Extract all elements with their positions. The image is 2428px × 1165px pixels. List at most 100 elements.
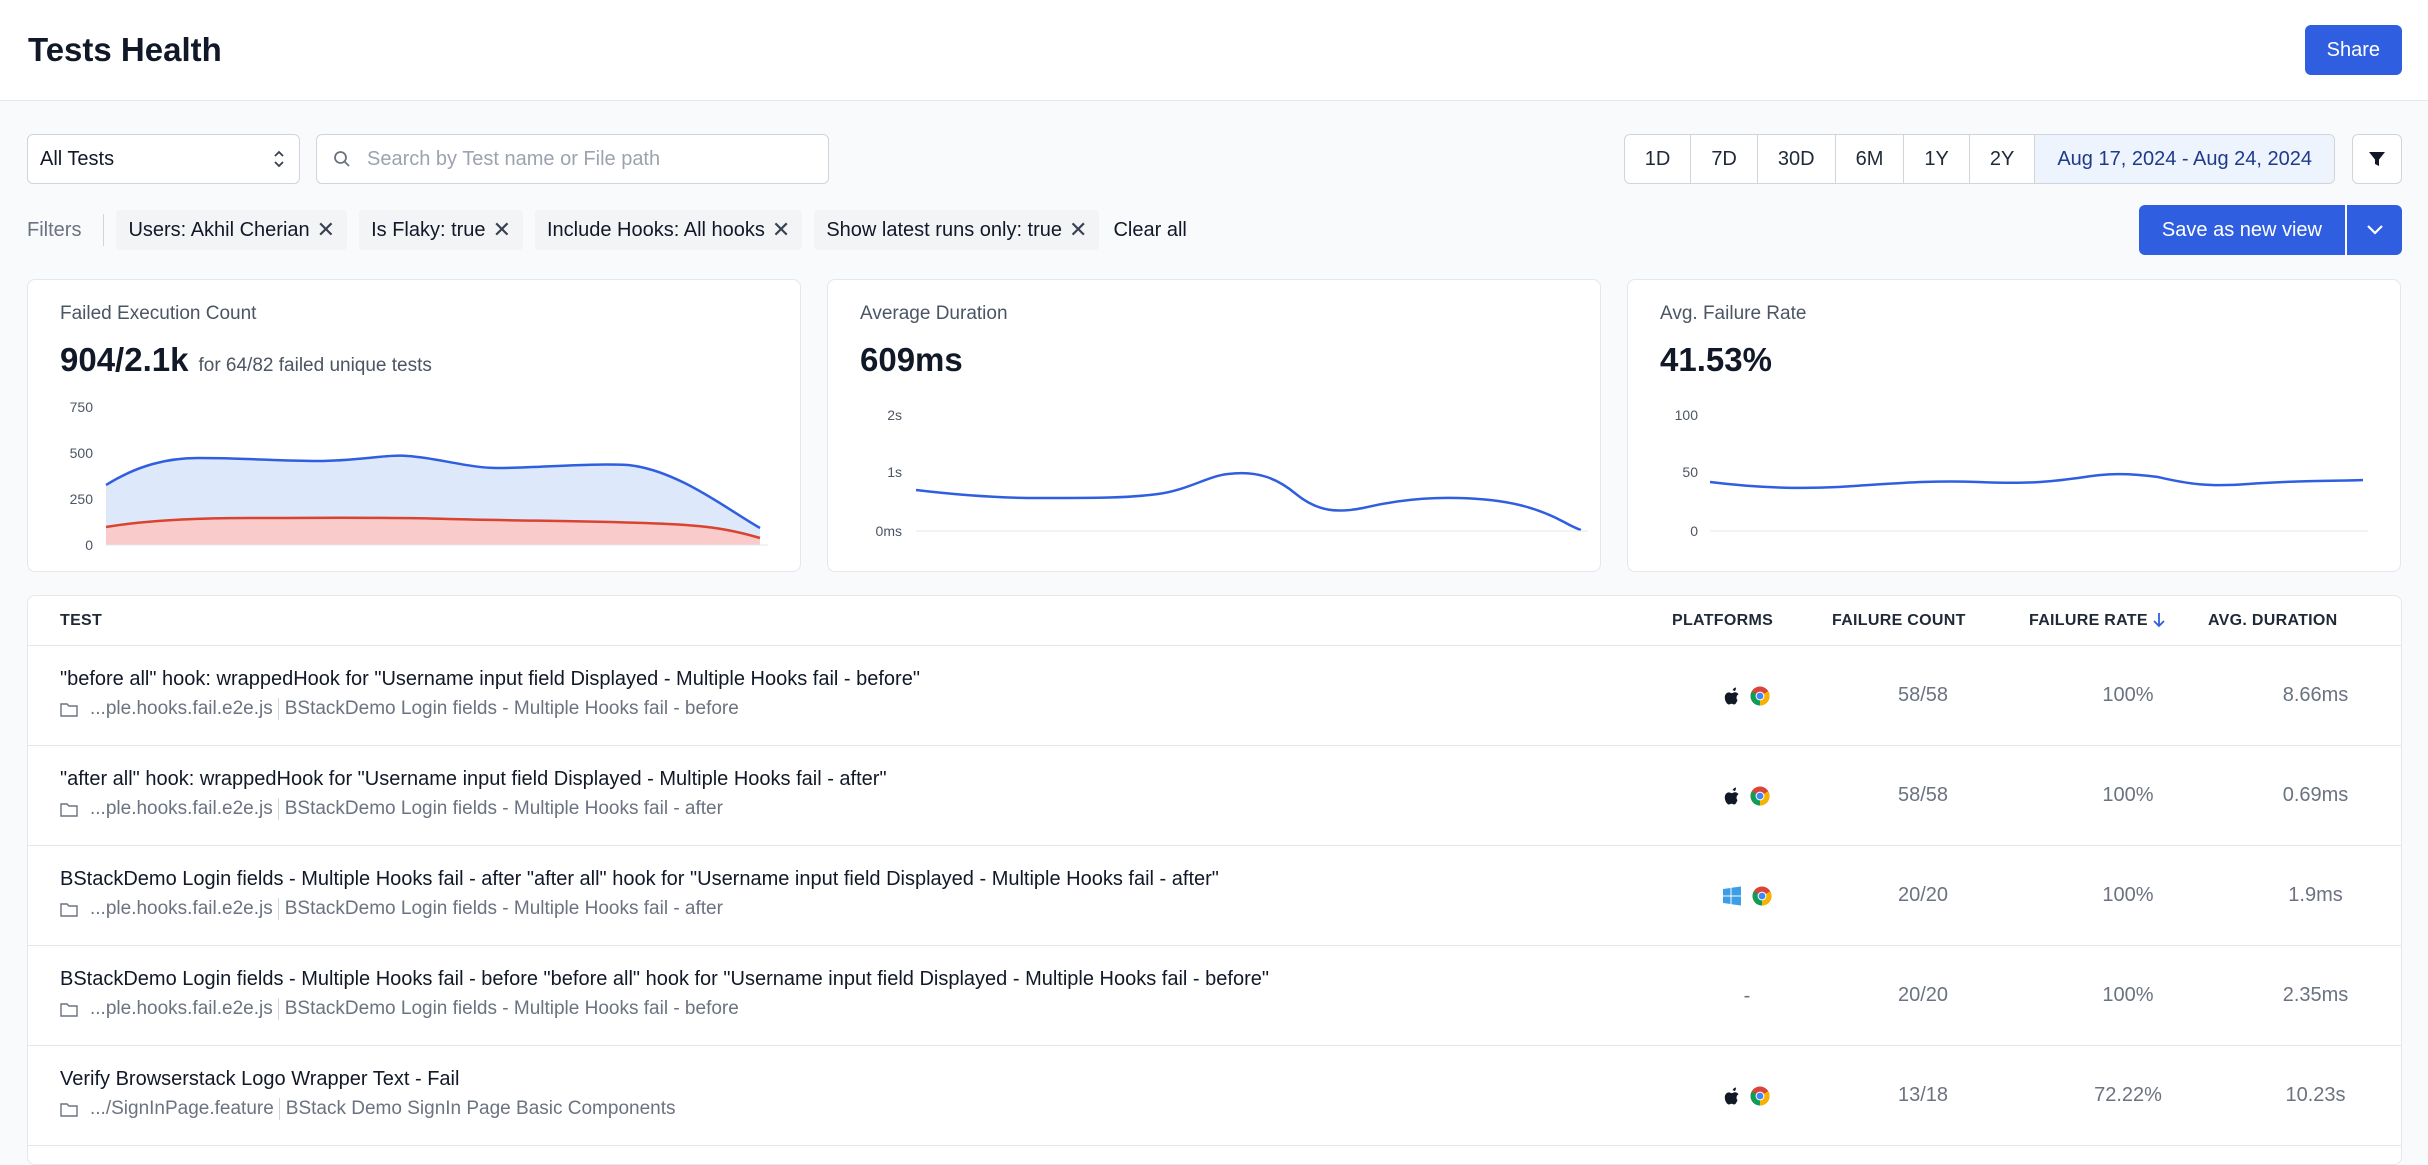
- close-icon[interactable]: ✕: [316, 217, 336, 242]
- test-name[interactable]: "before all" hook: wrappedHook for "User…: [60, 668, 920, 690]
- suite-name: BStackDemo Login fields - Multiple Hooks…: [284, 698, 739, 719]
- card-subtext: for 64/82 failed unique tests: [198, 355, 432, 376]
- executions-line: [105, 454, 761, 530]
- avg-duration: 1.9ms: [2288, 884, 2343, 906]
- y-tick: 50: [1682, 464, 1698, 480]
- table-row[interactable]: Verify Browserstack Logo Wrapper Text - …: [28, 1046, 2401, 1146]
- column-header-failure-rate[interactable]: FAILURE RATE: [2029, 612, 2148, 630]
- avg-duration: 8.66ms: [2282, 684, 2349, 706]
- folder-icon: [60, 1102, 78, 1117]
- column-header-platforms[interactable]: PLATFORMS: [1672, 612, 1774, 629]
- file-path: .../SignInPage.feature: [90, 1098, 274, 1119]
- range-30d-button[interactable]: 30D: [1758, 135, 1836, 183]
- y-tick: 2s: [887, 407, 902, 423]
- y-tick: 0: [85, 537, 93, 553]
- windows-icon: [1723, 886, 1741, 906]
- card-value: 41.53%: [1660, 341, 2368, 379]
- suite-name: BStackDemo Login fields - Multiple Hooks…: [284, 798, 723, 819]
- test-path: ...ple.hooks.fail.e2e.js BStackDemo Logi…: [60, 798, 723, 820]
- duration-line: [915, 471, 1582, 532]
- table-row[interactable]: "before all" hook: wrappedHook for "User…: [28, 646, 2401, 746]
- search-input[interactable]: [367, 147, 787, 171]
- failure-rate: 100%: [2102, 784, 2154, 806]
- column-header-failure-count[interactable]: FAILURE COUNT: [1832, 612, 1966, 629]
- failed-execution-card: 750 500 250 0 Failed Execution Count 904…: [27, 279, 801, 572]
- test-name[interactable]: BStackDemo Login fields - Multiple Hooks…: [60, 968, 1269, 990]
- time-range-group: 1D 7D 30D 6M 1Y 2Y Aug 17, 2024 - Aug 24…: [1623, 134, 2335, 184]
- table-row[interactable]: BStackDemo Login fields - Multiple Hooks…: [28, 946, 2401, 1046]
- failure-count: 20/20: [1897, 884, 1949, 906]
- average-duration-chart: 2s 1s 0ms: [876, 407, 1588, 539]
- y-tick: 0: [1690, 523, 1698, 539]
- average-duration-card: 2s 1s 0ms Average Duration 609ms: [827, 279, 1601, 572]
- file-path: ...ple.hooks.fail.e2e.js: [90, 698, 273, 719]
- test-path: ...ple.hooks.fail.e2e.js BStackDemo Logi…: [60, 998, 739, 1020]
- sort-desc-icon[interactable]: [2152, 611, 2166, 629]
- range-7d-button[interactable]: 7D: [1691, 135, 1758, 183]
- failure-count: 58/58: [1897, 784, 1949, 806]
- chrome-icon: [1750, 786, 1770, 806]
- save-view-group: Save as new view: [2138, 205, 2402, 255]
- test-name[interactable]: "after all" hook: wrappedHook for "Usern…: [60, 768, 887, 790]
- avg-duration: 10.23s: [2285, 1084, 2346, 1106]
- card-value: 609ms: [860, 341, 1568, 379]
- filters-bar: Filters Users: Akhil Cherian ✕ Is Flaky:…: [27, 204, 2402, 256]
- platforms-empty: -: [1743, 984, 1751, 1007]
- card-value: 904/2.1k for 64/82 failed unique tests: [60, 341, 768, 379]
- page-title: Tests Health: [28, 31, 222, 68]
- close-icon[interactable]: ✕: [492, 217, 511, 242]
- suite-name: BStackDemo Login fields - Multiple Hooks…: [284, 998, 739, 1019]
- folder-icon: [60, 702, 78, 717]
- range-6m-button[interactable]: 6M: [1836, 135, 1905, 183]
- range-1y-button[interactable]: 1Y: [1904, 135, 1970, 183]
- column-header-label: FAILURE RATE: [2029, 612, 2148, 629]
- save-view-dropdown-button[interactable]: [2347, 205, 2402, 255]
- filter-chip-users: Users: Akhil Cherian ✕: [116, 210, 348, 250]
- avg-duration: 2.35ms: [2282, 984, 2349, 1006]
- test-path: ...ple.hooks.fail.e2e.js BStackDemo Logi…: [60, 698, 739, 720]
- filter-chip-hooks: Include Hooks: All hooks ✕: [535, 210, 803, 250]
- save-as-new-view-button[interactable]: Save as new view: [2138, 205, 2345, 255]
- range-1d-button[interactable]: 1D: [1625, 135, 1692, 183]
- date-range-picker[interactable]: Aug 17, 2024 - Aug 24, 2024: [2035, 135, 2334, 183]
- card-metric: 41.53%: [1660, 341, 1772, 378]
- failure-rate: 72.22%: [2094, 1084, 2162, 1106]
- divider: [277, 898, 279, 920]
- close-icon[interactable]: ✕: [1069, 217, 1088, 242]
- range-2y-button[interactable]: 2Y: [1970, 135, 2036, 183]
- share-button[interactable]: Share: [2304, 25, 2402, 75]
- platforms-cell: [1693, 884, 1801, 908]
- filters-label: Filters: [27, 214, 105, 246]
- y-tick: 750: [70, 399, 94, 415]
- card-title: Avg. Failure Rate: [1660, 303, 1807, 324]
- filter-chip-label: Users: Akhil Cherian: [128, 218, 310, 241]
- y-tick: 100: [1675, 407, 1699, 423]
- card-metric: 904/2.1k: [60, 341, 189, 378]
- test-type-select[interactable]: All Tests: [27, 134, 300, 184]
- test-name[interactable]: Verify Browserstack Logo Wrapper Text - …: [60, 1068, 460, 1090]
- tests-table: TEST PLATFORMS FAILURE COUNT FAILURE RAT…: [27, 595, 2402, 1165]
- page-header: Tests Health Share: [0, 0, 2428, 101]
- apple-icon: [1724, 1087, 1739, 1104]
- platforms-cell: -: [1693, 984, 1801, 1008]
- y-tick: 1s: [887, 464, 902, 480]
- failed-execution-chart: 750 500 250 0: [70, 399, 768, 553]
- filter-button[interactable]: [2352, 134, 2402, 184]
- divider: [277, 998, 279, 1020]
- test-path: ...ple.hooks.fail.e2e.js BStackDemo Logi…: [60, 898, 723, 920]
- card-metric: 609ms: [860, 341, 963, 378]
- failure-rate: 100%: [2102, 884, 2154, 906]
- failure-count: 13/18: [1897, 1084, 1949, 1106]
- table-row[interactable]: BStackDemo Login fields - Multiple Hooks…: [28, 846, 2401, 946]
- filter-chip-label: Is Flaky: true: [371, 218, 486, 241]
- test-name[interactable]: BStackDemo Login fields - Multiple Hooks…: [60, 868, 1219, 890]
- folder-icon: [60, 802, 78, 817]
- column-header-avg-duration[interactable]: AVG. DURATION: [2208, 612, 2338, 629]
- avg-duration: 0.69ms: [2282, 784, 2349, 806]
- failure-rate: 100%: [2102, 684, 2154, 706]
- clear-all-button[interactable]: Clear all: [1113, 218, 1187, 241]
- close-icon[interactable]: ✕: [771, 217, 791, 242]
- failure-rate-card: 100 50 0 Avg. Failure Rate 41.53%: [1627, 279, 2401, 572]
- column-header-test[interactable]: TEST: [60, 612, 103, 629]
- table-row[interactable]: "after all" hook: wrappedHook for "Usern…: [28, 746, 2401, 846]
